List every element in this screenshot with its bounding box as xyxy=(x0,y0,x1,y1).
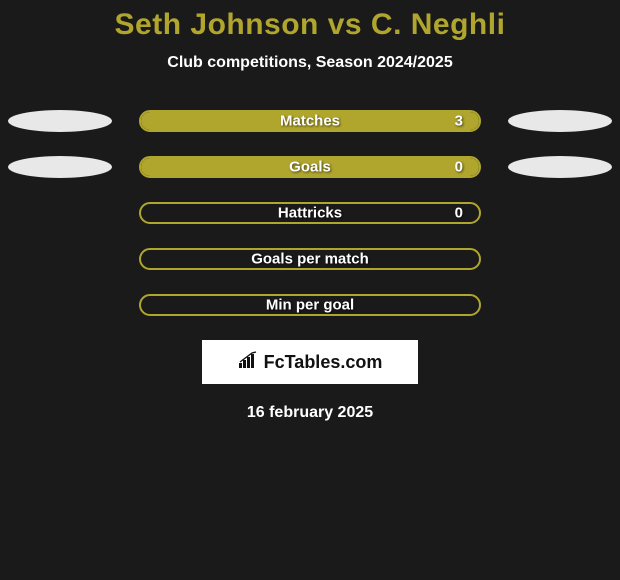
stat-label: Goals xyxy=(289,159,331,176)
stat-row: Matches 3 xyxy=(0,110,620,132)
stat-label: Goals per match xyxy=(251,251,369,268)
stat-label: Matches xyxy=(280,113,340,130)
bar-chart-icon xyxy=(238,351,260,374)
stat-row: Goals 0 xyxy=(0,156,620,178)
stat-bar: Goals per match xyxy=(139,248,481,270)
logo: FcTables.com xyxy=(238,351,383,374)
stat-value: 3 xyxy=(455,113,463,130)
stat-value: 0 xyxy=(455,205,463,222)
stat-value: 0 xyxy=(455,159,463,176)
stat-bar: Min per goal xyxy=(139,294,481,316)
stat-label: Min per goal xyxy=(266,297,354,314)
subtitle: Club competitions, Season 2024/2025 xyxy=(0,54,620,72)
infographic-container: Seth Johnson vs C. Neghli Club competiti… xyxy=(0,0,620,422)
page-title: Seth Johnson vs C. Neghli xyxy=(0,8,620,42)
logo-box: FcTables.com xyxy=(202,340,418,384)
stat-bar: Hattricks 0 xyxy=(139,202,481,224)
stat-row: Hattricks 0 xyxy=(0,202,620,224)
left-ellipse xyxy=(8,156,112,178)
stat-label: Hattricks xyxy=(278,205,342,222)
logo-text: FcTables.com xyxy=(264,352,383,373)
right-ellipse xyxy=(508,110,612,132)
right-ellipse xyxy=(508,156,612,178)
footer-date: 16 february 2025 xyxy=(0,404,620,422)
stat-row: Min per goal xyxy=(0,294,620,316)
stat-bar: Matches 3 xyxy=(139,110,481,132)
left-ellipse xyxy=(8,110,112,132)
stat-rows: Matches 3 Goals 0 Hattricks 0 Goals per match M… xyxy=(0,110,620,316)
stat-row: Goals per match xyxy=(0,248,620,270)
stat-bar: Goals 0 xyxy=(139,156,481,178)
